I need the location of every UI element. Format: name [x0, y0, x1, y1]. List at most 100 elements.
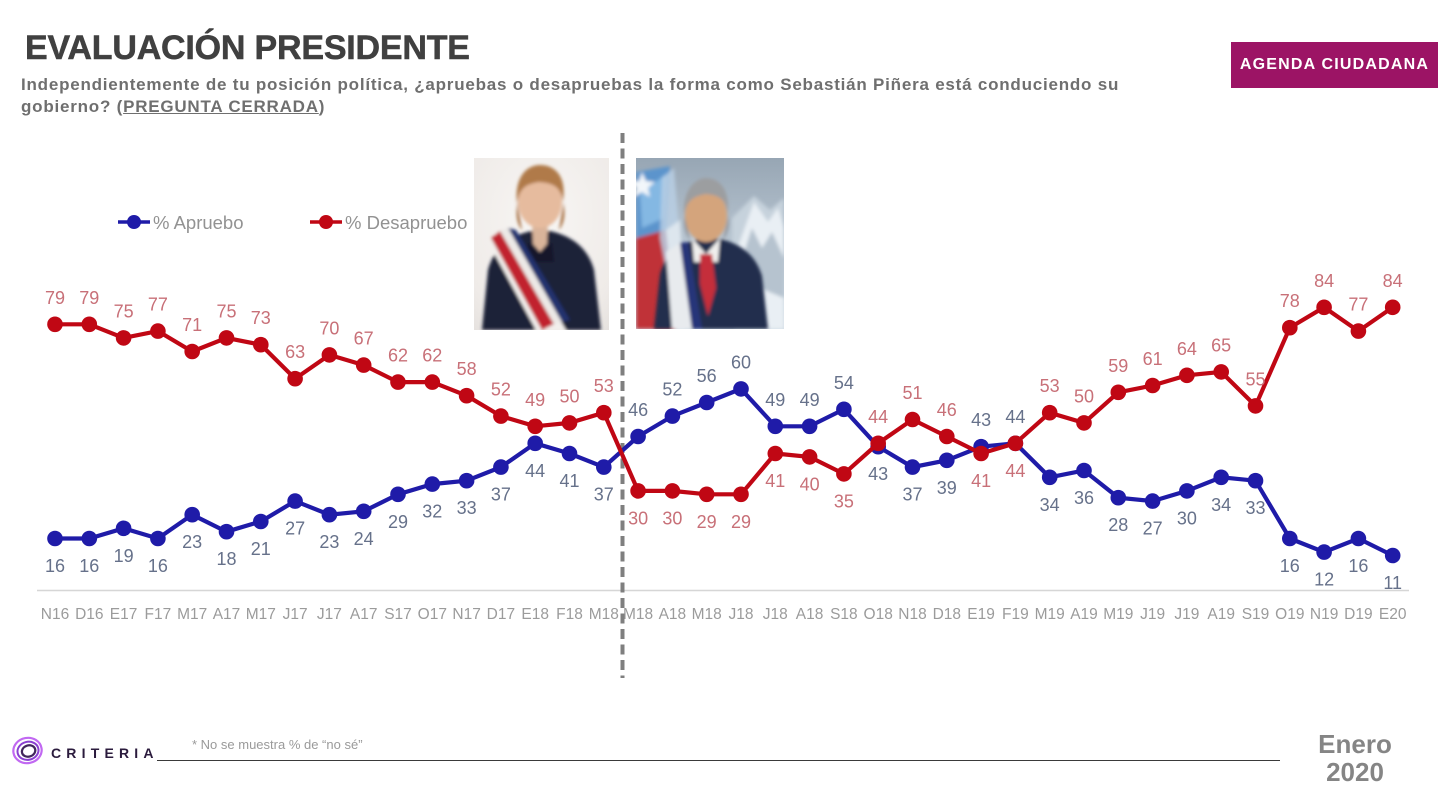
svg-text:46: 46 [628, 400, 648, 420]
svg-text:18: 18 [216, 549, 236, 569]
svg-text:27: 27 [285, 519, 305, 539]
svg-text:65: 65 [1211, 335, 1231, 355]
svg-text:49: 49 [525, 390, 545, 410]
svg-text:28: 28 [1108, 515, 1128, 535]
svg-text:44: 44 [1005, 407, 1025, 427]
svg-text:J18: J18 [763, 606, 788, 623]
svg-text:84: 84 [1383, 271, 1403, 291]
svg-text:70: 70 [319, 318, 339, 338]
svg-text:A17: A17 [213, 606, 241, 623]
svg-text:44: 44 [868, 407, 888, 427]
svg-text:35: 35 [834, 491, 854, 511]
svg-text:78: 78 [1280, 291, 1300, 311]
svg-text:J18: J18 [729, 606, 754, 623]
svg-text:E17: E17 [110, 606, 138, 623]
svg-text:23: 23 [319, 532, 339, 552]
svg-text:75: 75 [114, 301, 134, 321]
svg-text:67: 67 [354, 329, 374, 349]
svg-text:40: 40 [800, 474, 820, 494]
svg-text:N17: N17 [452, 606, 480, 623]
svg-text:41: 41 [971, 471, 991, 491]
svg-text:64: 64 [1177, 339, 1197, 359]
svg-text:59: 59 [1108, 356, 1128, 376]
svg-text:M18: M18 [692, 606, 722, 623]
svg-text:21: 21 [251, 539, 271, 559]
svg-text:N19: N19 [1310, 606, 1338, 623]
svg-text:27: 27 [1143, 519, 1163, 539]
svg-text:43: 43 [868, 464, 888, 484]
svg-text:30: 30 [628, 508, 648, 528]
svg-text:34: 34 [1040, 495, 1060, 515]
svg-text:E19: E19 [967, 606, 995, 623]
svg-text:12: 12 [1314, 570, 1334, 590]
svg-text:O18: O18 [864, 606, 893, 623]
svg-text:37: 37 [902, 485, 922, 505]
svg-text:79: 79 [45, 288, 65, 308]
svg-text:49: 49 [800, 390, 820, 410]
svg-text:53: 53 [1040, 376, 1060, 396]
svg-text:A18: A18 [796, 606, 824, 623]
svg-text:39: 39 [937, 478, 957, 498]
svg-text:33: 33 [457, 498, 477, 518]
svg-text:46: 46 [937, 400, 957, 420]
svg-text:37: 37 [491, 485, 511, 505]
svg-text:J19: J19 [1140, 606, 1165, 623]
svg-text:F19: F19 [1002, 606, 1029, 623]
svg-text:43: 43 [971, 410, 991, 430]
svg-text:51: 51 [902, 383, 922, 403]
svg-text:A18: A18 [659, 606, 687, 623]
svg-text:77: 77 [1348, 295, 1368, 315]
svg-text:A17: A17 [350, 606, 378, 623]
svg-text:19: 19 [114, 546, 134, 566]
svg-text:62: 62 [422, 346, 442, 366]
svg-text:% Apruebo: % Apruebo [153, 212, 244, 233]
svg-text:23: 23 [182, 532, 202, 552]
svg-text:41: 41 [765, 471, 785, 491]
svg-text:60: 60 [731, 352, 751, 372]
svg-text:77: 77 [148, 295, 168, 315]
svg-text:75: 75 [216, 301, 236, 321]
svg-text:D18: D18 [933, 606, 961, 623]
svg-text:29: 29 [388, 512, 408, 532]
svg-text:61: 61 [1143, 349, 1163, 369]
svg-text:% Desapruebo: % Desapruebo [345, 212, 467, 233]
svg-text:16: 16 [79, 556, 99, 576]
svg-text:73: 73 [251, 308, 271, 328]
svg-text:D19: D19 [1344, 606, 1372, 623]
svg-text:J17: J17 [317, 606, 342, 623]
svg-text:49: 49 [765, 390, 785, 410]
svg-text:S19: S19 [1242, 606, 1270, 623]
svg-text:O19: O19 [1275, 606, 1304, 623]
svg-text:29: 29 [697, 512, 717, 532]
svg-text:30: 30 [1177, 508, 1197, 528]
svg-text:N18: N18 [898, 606, 926, 623]
svg-text:S17: S17 [384, 606, 412, 623]
svg-text:34: 34 [1211, 495, 1231, 515]
svg-text:53: 53 [594, 376, 614, 396]
svg-text:S18: S18 [830, 606, 858, 623]
svg-text:41: 41 [559, 471, 579, 491]
svg-text:79: 79 [79, 288, 99, 308]
svg-text:44: 44 [1005, 461, 1025, 481]
svg-text:54: 54 [834, 373, 854, 393]
svg-text:M17: M17 [246, 606, 276, 623]
svg-text:52: 52 [662, 380, 682, 400]
svg-text:M18: M18 [589, 606, 619, 623]
svg-text:84: 84 [1314, 271, 1334, 291]
svg-text:33: 33 [1245, 498, 1265, 518]
svg-text:44: 44 [525, 461, 545, 481]
svg-text:E20: E20 [1379, 606, 1407, 623]
svg-text:F17: F17 [145, 606, 172, 623]
svg-text:M18: M18 [623, 606, 653, 623]
svg-text:16: 16 [1348, 556, 1368, 576]
svg-text:71: 71 [182, 315, 202, 335]
svg-text:29: 29 [731, 512, 751, 532]
svg-text:16: 16 [1280, 556, 1300, 576]
svg-text:56: 56 [697, 366, 717, 386]
svg-text:58: 58 [457, 359, 477, 379]
svg-text:A19: A19 [1070, 606, 1098, 623]
svg-text:11: 11 [1383, 573, 1402, 593]
svg-text:N16: N16 [41, 606, 69, 623]
svg-text:M17: M17 [177, 606, 207, 623]
svg-text:J17: J17 [283, 606, 308, 623]
